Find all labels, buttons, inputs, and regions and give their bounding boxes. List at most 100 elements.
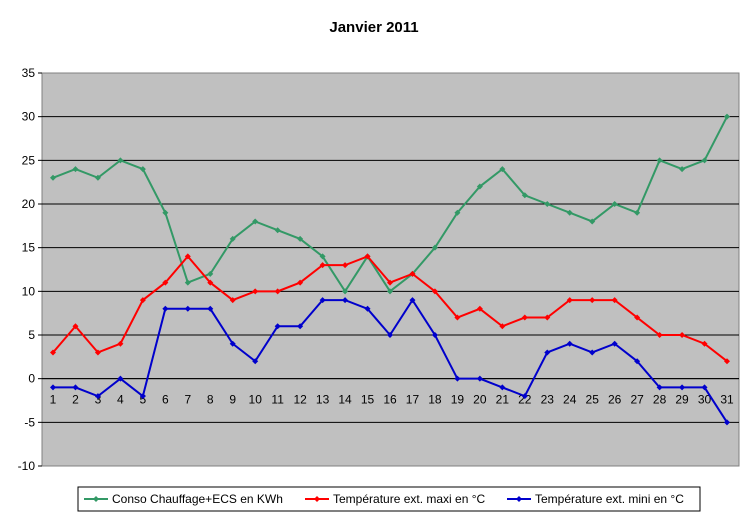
x-axis: 1 2 3 4 5 6 7 8 9 10 11 12 13 14 15 16 17 18 19 20 21 22 23 24 2…	[42, 378, 739, 407]
x-tick-label: 14	[338, 393, 352, 407]
data-point	[589, 349, 596, 356]
data-point	[274, 227, 281, 234]
y-tick-label: 35	[22, 66, 36, 80]
data-point	[72, 323, 79, 330]
data-point	[656, 332, 663, 338]
data-point	[724, 419, 730, 426]
y-tick-label: 0	[28, 372, 35, 386]
data-point	[342, 288, 349, 295]
x-tick-label: 16	[383, 393, 397, 407]
data-point	[252, 288, 259, 295]
data-point	[184, 253, 191, 260]
data-point	[409, 297, 416, 304]
x-tick-label: 7	[184, 393, 191, 407]
plot-area	[41, 72, 740, 467]
x-tick-label: 5	[140, 393, 147, 407]
legend-label: Température ext. mini en °C	[535, 492, 684, 506]
data-point	[499, 166, 506, 173]
data-point	[701, 157, 708, 164]
x-tick-label: 4	[117, 393, 124, 407]
data-point	[566, 297, 573, 304]
data-point	[634, 209, 641, 216]
data-point	[50, 174, 56, 181]
legend-label: Température ext. maxi en °C	[333, 492, 486, 506]
data-point	[274, 288, 281, 295]
data-point	[454, 209, 461, 216]
x-tick-label: 29	[675, 393, 689, 407]
data-point	[94, 174, 101, 181]
data-point	[634, 358, 641, 365]
data-point	[207, 279, 214, 286]
legend-marker	[93, 496, 99, 502]
x-tick-label: 19	[451, 393, 465, 407]
data-point	[184, 279, 191, 286]
data-point	[431, 332, 438, 338]
data-point	[139, 166, 146, 173]
data-point	[50, 349, 56, 356]
x-tick-label: 22	[518, 393, 532, 407]
x-tick-label: 1	[50, 393, 57, 407]
data-point	[589, 297, 596, 304]
data-point	[566, 340, 573, 347]
series-3	[50, 297, 730, 426]
data-point	[319, 297, 326, 304]
x-tick-label: 13	[316, 393, 330, 407]
data-point	[297, 235, 304, 242]
x-tick-label: 24	[563, 393, 577, 407]
data-point	[207, 270, 214, 277]
x-tick-label: 20	[473, 393, 487, 407]
data-point	[476, 183, 483, 190]
data-point	[229, 340, 236, 347]
data-point	[297, 279, 304, 286]
data-point	[521, 393, 528, 400]
x-tick-label: 11	[271, 393, 284, 407]
legend-marker	[516, 496, 522, 502]
data-point	[274, 323, 281, 330]
y-tick-label: 15	[22, 241, 36, 255]
data-point	[454, 314, 461, 321]
data-point	[499, 323, 506, 330]
legend-item-1: Conso Chauffage+ECS en KWh	[84, 492, 283, 506]
data-point	[94, 393, 101, 400]
y-tick-label: 25	[22, 153, 36, 167]
data-point	[162, 209, 169, 216]
data-point	[656, 157, 663, 164]
data-point	[701, 340, 708, 347]
x-tick-label: 26	[608, 393, 622, 407]
x-tick-label: 2	[72, 393, 79, 407]
x-tick-label: 15	[361, 393, 375, 407]
data-point	[72, 384, 79, 391]
data-point	[544, 349, 551, 356]
data-point	[387, 332, 393, 338]
data-point	[701, 384, 708, 391]
data-point	[387, 288, 393, 295]
data-point	[724, 358, 730, 365]
x-tick-label: 25	[586, 393, 600, 407]
data-point	[162, 279, 169, 286]
data-point	[544, 201, 551, 207]
data-point	[611, 297, 618, 304]
data-point	[117, 375, 124, 382]
legend-item-2: Température ext. maxi en °C	[305, 492, 486, 506]
data-point	[589, 218, 596, 225]
x-tick-label: 21	[496, 393, 510, 407]
data-point	[679, 166, 686, 173]
data-point	[634, 314, 641, 321]
data-point	[252, 218, 259, 225]
data-point	[162, 305, 169, 312]
y-tick-label: 20	[22, 197, 36, 211]
series-2	[50, 253, 730, 365]
data-point	[454, 375, 461, 382]
y-axis: -10 -5 0 5 10 15 20 25 30 35	[18, 66, 42, 473]
legend-marker	[314, 496, 320, 502]
x-tick-label: 6	[162, 393, 169, 407]
data-point	[139, 297, 146, 304]
data-point	[431, 244, 438, 251]
y-tick-label: 10	[22, 284, 36, 298]
x-tick-label: 8	[207, 393, 214, 407]
x-tick-label: 30	[698, 393, 712, 407]
data-point	[521, 314, 528, 321]
legend-item-3: Température ext. mini en °C	[507, 492, 684, 506]
data-point	[252, 358, 259, 365]
